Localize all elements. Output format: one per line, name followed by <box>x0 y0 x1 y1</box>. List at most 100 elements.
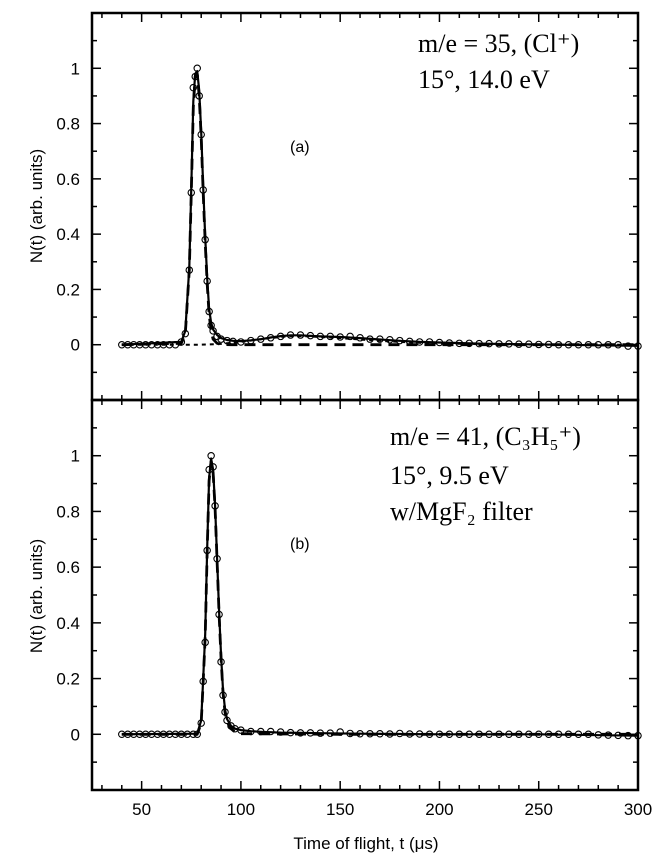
panel-b-data-point <box>564 730 573 739</box>
panel-a-data-point <box>316 332 325 341</box>
panel-b-data-point <box>326 729 335 737</box>
panel-b-data-point <box>515 730 523 739</box>
panel-a-data-point <box>435 338 444 347</box>
panel-a-annotation-line-2: 15°, 14.0 eV <box>418 65 550 94</box>
panel-b-annotation-line-2: 15°, 9.5 eV <box>390 461 509 490</box>
panel-a-data-point <box>485 339 493 348</box>
panel-a-data-point <box>193 64 201 73</box>
panel-b-markers <box>118 451 642 740</box>
panel-a-data-point <box>257 335 265 343</box>
panel-b-x-tick-labels: 50 100 150 200 250 300 <box>132 800 652 819</box>
panel-a-data-point <box>177 338 186 346</box>
panel-b-solid-fit-line <box>121 457 639 737</box>
panel-b-dashed-primary-line <box>121 459 638 736</box>
panel-a-data-point <box>201 235 209 244</box>
panel-b-data-point <box>213 555 221 563</box>
panel-a-data-point <box>634 342 642 350</box>
panel-b-data-point <box>386 730 394 738</box>
panel-b-data-point <box>534 730 543 739</box>
panel-a-y-tick-label: 0.8 <box>56 115 80 134</box>
panel-b: 0 0.2 0.4 0.6 0.8 1 50 100 150 200 250 300 (b) m/e… <box>27 398 652 853</box>
panel-b-data-point <box>221 708 229 716</box>
panel-b-data-point <box>197 719 205 727</box>
panel-b-data-point <box>211 502 219 510</box>
panel-a-y-tick-label: 0.2 <box>56 280 80 299</box>
panel-b-data-point <box>247 727 255 736</box>
panel-b-y-tick-label: 1 <box>71 447 80 466</box>
panel-a-label: (a) <box>290 139 310 156</box>
panel-a-data-point <box>544 340 553 349</box>
panel-a-data-point <box>465 339 473 348</box>
panel-a-data-point <box>171 340 180 349</box>
panel-a-data-point <box>296 331 305 339</box>
x-axis-title: Time of flight, t (μs) <box>293 834 438 853</box>
panel-b-x-tick-label: 150 <box>326 800 354 819</box>
panel-a-data-point <box>185 266 194 274</box>
panel-b-data-point <box>219 691 227 700</box>
panel-b-data-point <box>193 730 201 739</box>
panel-a-data-point <box>336 333 344 341</box>
panel-b-y-tick-label: 0.4 <box>56 614 80 633</box>
panel-b-data-point <box>336 728 344 736</box>
panel-b-x-tick-label: 250 <box>525 800 553 819</box>
panel-a-data-point <box>395 336 404 345</box>
panel-a-data-point <box>181 329 190 338</box>
panel-b-annotation-line-1: m/e = 41, (C₃H₅⁺) <box>390 422 581 451</box>
panel-a-markers <box>118 64 642 350</box>
panel-b-data-point <box>435 730 444 739</box>
panel-b-data-point <box>286 728 295 737</box>
panel-b-data-point <box>445 730 454 739</box>
panel-b-data-point <box>366 729 374 738</box>
panel-a-y-tick-label: 0 <box>71 336 80 355</box>
panel-b-annotation-line-3: w/MgF₂ filter <box>390 497 533 526</box>
panel-a-data-point <box>554 340 563 349</box>
panel-b-x-tick-label: 50 <box>132 800 151 819</box>
panel-b-data-point <box>415 730 424 738</box>
panel-a-y-tick-label: 0.6 <box>56 170 80 189</box>
panel-a-y-axis-title: N(t) (arb. units) <box>27 149 46 263</box>
panel-b-data-point <box>624 731 632 740</box>
panel-b-data-point <box>554 730 563 739</box>
panel-a-data-point <box>187 188 196 197</box>
panel-b-data-point <box>266 727 275 736</box>
panel-b-data-point <box>485 730 493 739</box>
panel-b-data-point <box>257 727 265 736</box>
panel-a-data-point <box>346 332 354 341</box>
panel-a-data-point <box>197 130 205 139</box>
panel-b-data-point <box>203 546 211 555</box>
panel-a-data-point <box>191 72 199 81</box>
panel-b-data-point <box>505 730 513 739</box>
panel-b-data-point <box>207 451 215 460</box>
panel-a-data-point <box>266 334 275 342</box>
panel-b-data-point <box>306 729 315 737</box>
panel-b-data-point <box>455 730 464 739</box>
panel-b-data-point <box>544 730 553 739</box>
panel-b-data-point <box>223 716 231 725</box>
panel-a-data-point <box>584 340 593 349</box>
panel-a: 0 0.2 0.4 0.6 0.8 1 (a) m/e = 35, (Cl⁺) 15°, … <box>27 11 642 402</box>
panel-b-y-tick-labels: 0 0.2 0.4 0.6 0.8 1 <box>56 447 80 745</box>
panel-a-data-point <box>495 340 503 348</box>
panel-b-data-point <box>316 729 325 737</box>
panel-a-y-ticks <box>92 39 638 374</box>
panel-b-data-point <box>405 730 414 738</box>
panel-a-data-point <box>475 339 483 348</box>
panel-b-data-point <box>217 658 225 666</box>
panel-a-data-point <box>604 340 612 349</box>
panel-b-data-point <box>296 729 305 737</box>
panel-a-data-point <box>425 338 434 346</box>
panel-a-annotation-line-1: m/e = 35, (Cl⁺) <box>418 29 579 58</box>
panel-b-y-axis-title: N(t) (arb. units) <box>27 539 46 653</box>
panel-b-x-tick-label: 200 <box>425 800 453 819</box>
panel-b-data-point <box>237 726 245 734</box>
panel-a-dashed-primary-line <box>121 72 638 347</box>
panel-b-data-point <box>425 730 434 739</box>
panel-a-data-point <box>574 340 583 349</box>
panel-a-data-point <box>247 336 255 345</box>
panel-a-data-point <box>415 338 424 346</box>
panel-a-data-point <box>189 83 198 92</box>
panel-a-y-tick-labels: 0 0.2 0.4 0.6 0.8 1 <box>56 59 80 354</box>
panel-a-data-point <box>594 340 603 349</box>
panel-a-data-point <box>386 335 394 344</box>
